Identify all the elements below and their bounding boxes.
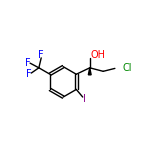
Text: I: I bbox=[83, 94, 86, 104]
Text: F: F bbox=[25, 58, 30, 67]
Text: Cl: Cl bbox=[122, 63, 132, 73]
Polygon shape bbox=[88, 68, 91, 75]
Text: F: F bbox=[38, 50, 44, 60]
Text: F: F bbox=[26, 69, 31, 79]
Text: OH: OH bbox=[90, 50, 105, 60]
